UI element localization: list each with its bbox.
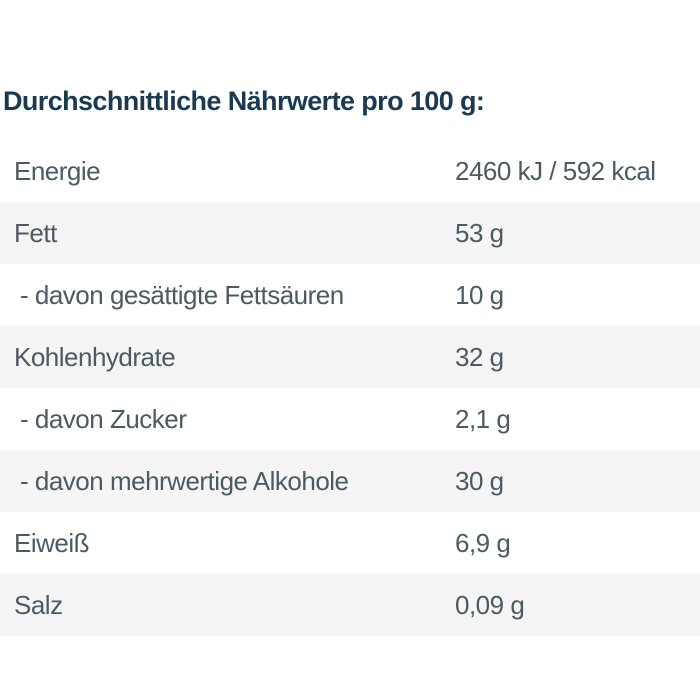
nutrient-value: 2,1 g — [455, 403, 511, 434]
nutrient-value: 53 g — [455, 217, 504, 248]
page-title: Durchschnittliche Nährwerte pro 100 g: — [3, 86, 485, 117]
nutrient-label: Energie — [14, 155, 101, 186]
nutrient-label: - davon gesättigte Fettsäuren — [20, 279, 344, 310]
nutrient-value: 6,9 g — [455, 527, 511, 558]
table-row-energie: Energie 2460 kJ / 592 kcal — [0, 140, 700, 202]
table-row-eiweiss: Eiweiß 6,9 g — [0, 512, 700, 574]
nutrient-label: Kohlenhydrate — [14, 341, 176, 372]
nutrient-value: 30 g — [455, 465, 504, 496]
table-row-gesaettigte-fettsaeuren: - davon gesättigte Fettsäuren 10 g — [0, 264, 700, 326]
nutrient-value: 2460 kJ / 592 kcal — [455, 155, 656, 186]
nutrient-label: - davon mehrwertige Alkohole — [20, 465, 349, 496]
nutrient-value: 32 g — [455, 341, 504, 372]
nutrient-value: 10 g — [455, 279, 504, 310]
table-row-kohlenhydrate: Kohlenhydrate 32 g — [0, 326, 700, 388]
table-row-salz: Salz 0,09 g — [0, 574, 700, 636]
nutrient-label: Salz — [14, 589, 63, 620]
nutrient-value: 0,09 g — [455, 589, 525, 620]
table-row-mehrwertige-alkohole: - davon mehrwertige Alkohole 30 g — [0, 450, 700, 512]
nutrition-table: Energie 2460 kJ / 592 kcal Fett 53 g - d… — [0, 140, 700, 636]
nutrient-label: Eiweiß — [14, 527, 90, 558]
table-row-zucker: - davon Zucker 2,1 g — [0, 388, 700, 450]
nutrient-label: - davon Zucker — [20, 403, 187, 434]
table-row-fett: Fett 53 g — [0, 202, 700, 264]
nutrient-label: Fett — [14, 217, 57, 248]
